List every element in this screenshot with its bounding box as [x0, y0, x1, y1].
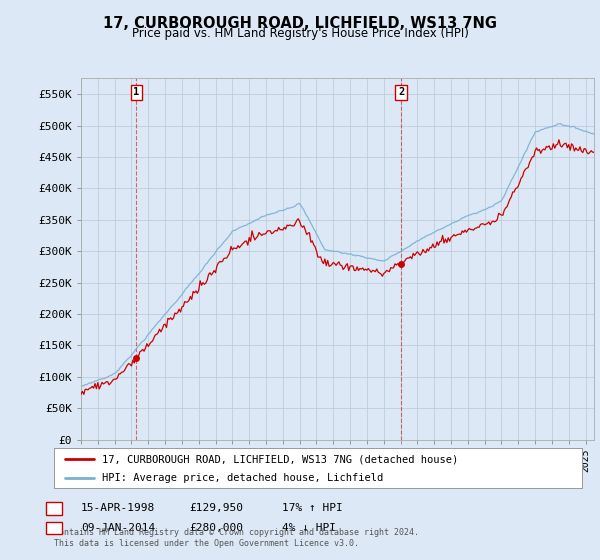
Text: 09-JAN-2014: 09-JAN-2014 [81, 522, 155, 533]
Text: 17, CURBOROUGH ROAD, LICHFIELD, WS13 7NG: 17, CURBOROUGH ROAD, LICHFIELD, WS13 7NG [103, 16, 497, 31]
Text: 2: 2 [398, 87, 404, 97]
Text: Contains HM Land Registry data © Crown copyright and database right 2024.
This d: Contains HM Land Registry data © Crown c… [54, 528, 419, 548]
Text: £280,000: £280,000 [189, 522, 243, 533]
Text: 1: 1 [50, 503, 58, 513]
Text: 17, CURBOROUGH ROAD, LICHFIELD, WS13 7NG (detached house): 17, CURBOROUGH ROAD, LICHFIELD, WS13 7NG… [101, 454, 458, 464]
Text: HPI: Average price, detached house, Lichfield: HPI: Average price, detached house, Lich… [101, 473, 383, 483]
Text: 4% ↓ HPI: 4% ↓ HPI [282, 522, 336, 533]
Text: 2: 2 [50, 522, 58, 533]
Text: 1: 1 [133, 87, 139, 97]
Text: 15-APR-1998: 15-APR-1998 [81, 503, 155, 513]
Text: Price paid vs. HM Land Registry's House Price Index (HPI): Price paid vs. HM Land Registry's House … [131, 27, 469, 40]
Text: £129,950: £129,950 [189, 503, 243, 513]
Text: 17% ↑ HPI: 17% ↑ HPI [282, 503, 343, 513]
